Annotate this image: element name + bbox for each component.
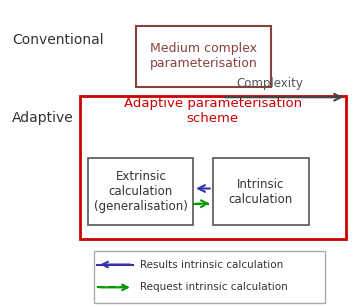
Text: Extrinsic
calculation
(generalisation): Extrinsic calculation (generalisation) <box>94 170 188 213</box>
Text: Medium complex
parameterisation: Medium complex parameterisation <box>150 42 258 70</box>
Text: Complexity: Complexity <box>236 77 303 90</box>
FancyBboxPatch shape <box>94 251 325 303</box>
FancyBboxPatch shape <box>79 96 346 239</box>
FancyBboxPatch shape <box>136 26 271 87</box>
Text: Results intrinsic calculation: Results intrinsic calculation <box>140 259 283 270</box>
FancyBboxPatch shape <box>88 158 193 225</box>
Text: Adaptive: Adaptive <box>12 111 74 125</box>
Text: Request intrinsic calculation: Request intrinsic calculation <box>140 282 288 292</box>
FancyBboxPatch shape <box>213 158 309 225</box>
Text: Adaptive parameterisation
scheme: Adaptive parameterisation scheme <box>124 97 302 125</box>
Text: Intrinsic
calculation: Intrinsic calculation <box>228 177 293 205</box>
Text: Conventional: Conventional <box>12 33 104 47</box>
